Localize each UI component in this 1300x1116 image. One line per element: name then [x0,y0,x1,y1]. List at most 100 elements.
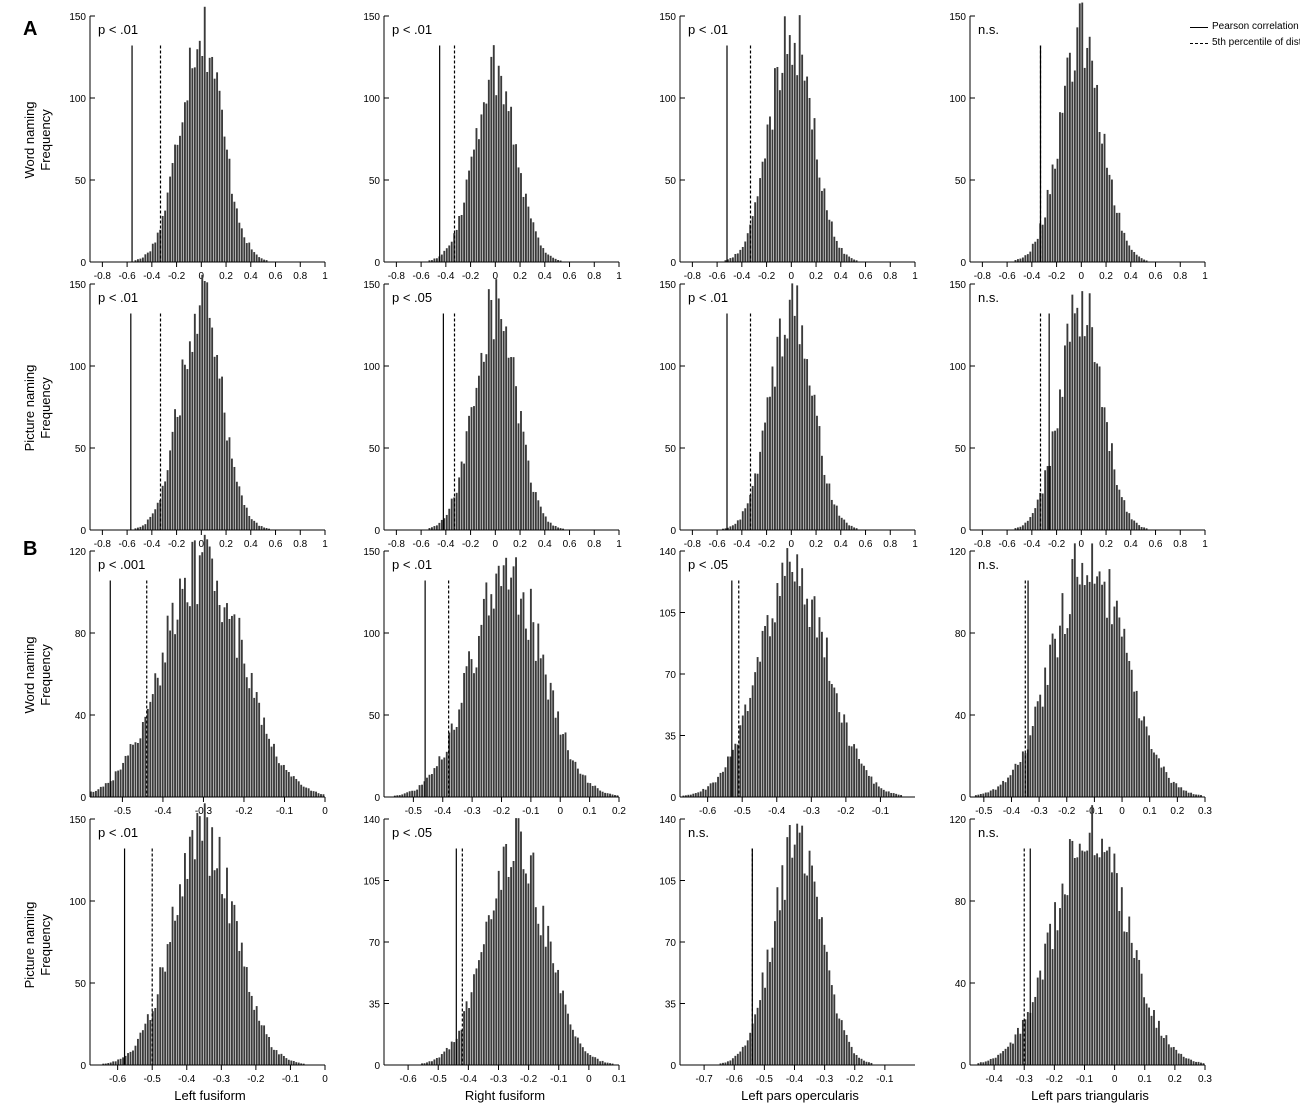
histogram-bar [235,208,238,262]
histogram-bar [507,589,510,797]
histogram-bar [567,750,569,797]
histogram-bar [1049,644,1052,797]
histogram-bar [181,896,184,1065]
histogram-bar [435,525,438,530]
histogram-bar [611,1063,614,1065]
x-tick-label: -0.3 [464,806,482,817]
histogram-bar [198,555,201,797]
histogram-bar [559,260,562,262]
histogram-bar [1088,293,1091,530]
histogram-bar [487,289,490,530]
histogram-bar [547,254,550,262]
histogram-bar [146,519,149,530]
histogram-bar [825,951,828,1065]
histogram-bar [1158,1020,1160,1065]
histogram-bar [500,586,503,797]
histogram-bar [317,793,320,797]
x-tick-label: -0.3 [195,806,213,817]
histogram-bar [778,90,781,262]
histogram-bar [549,522,552,530]
histogram-bar [1017,764,1019,797]
x-tick-label: -0.3 [490,1074,508,1085]
histogram-bar [751,485,754,530]
histogram-bar [139,738,142,797]
histogram-bar [858,758,860,797]
histogram-bar [1061,883,1064,1065]
histogram-bar [492,45,495,262]
histogram-bar [897,794,900,797]
histogram-bar [828,970,831,1065]
histogram-bar [154,673,157,797]
histogram-bar [1014,763,1017,797]
histogram-bar [428,260,431,262]
histogram-bar [287,772,290,797]
histogram-bar [769,636,771,797]
histogram-bar [505,326,508,530]
histogram-bar [1140,973,1143,1065]
histogram-bar [1036,701,1039,797]
histogram-bar [798,344,801,530]
y-tick-label: 0 [670,1061,676,1072]
histogram-bar [124,755,127,797]
region-label-left-fusiform: Left fusiform [174,1088,246,1103]
histogram-bar [208,317,211,530]
row-label-line1: Word naming [22,101,37,179]
histogram-bar [1111,443,1113,530]
x-tick-label: -0.1 [1086,806,1104,817]
histogram-bar [240,942,243,1065]
histogram-bar [1064,345,1066,530]
histogram-bar [440,1054,443,1065]
histogram-bar [1024,522,1027,530]
y-tick-label: 40 [955,979,967,990]
x-tick-label: 0.4 [834,271,848,282]
histogram-bar [781,72,784,262]
x-tick-label: 1 [1202,539,1208,550]
histogram-bar [821,917,823,1065]
histogram-bar [811,865,813,1065]
histogram-bar [532,622,535,797]
histogram-bar [482,361,485,530]
histogram-bar [865,1061,868,1065]
histogram-bar [238,486,241,530]
histogram-bar [776,336,779,530]
legend-item-solid: Pearson correlation [1190,19,1300,35]
histogram-bar [601,791,604,797]
histogram-bar [1029,517,1032,530]
histogram-bar [1170,782,1173,797]
histogram-bar [431,774,433,797]
histogram-bar [1115,873,1118,1065]
x-tick-label: -0.2 [520,1074,538,1085]
histogram-bar [127,1053,129,1065]
x-tick-label: 1 [616,271,622,282]
histogram-bar [92,791,95,797]
histogram-bar [1182,1056,1185,1065]
histogram-bar [248,515,251,530]
histogram-bar [478,375,480,530]
histogram-bar [134,528,137,530]
x-tick-label: 0.8 [883,539,897,550]
histogram-bar [450,498,453,530]
histogram-bar [589,1055,592,1065]
histogram-bar [682,795,685,797]
histogram-bar [411,790,414,797]
histogram-bar [490,594,493,797]
histogram-bar [507,111,510,262]
histogram-bar [512,357,515,530]
histogram-bar [169,176,172,262]
histogram-bar [166,470,169,530]
histogram-bar [263,527,266,530]
y-tick-label: 0 [80,258,86,269]
histogram-bar [791,283,794,530]
histogram-bar [201,274,204,530]
histogram-bar [258,257,261,262]
histogram-bar [769,396,771,530]
histogram-bar [431,260,433,262]
histogram-bar [1014,528,1017,530]
histogram-bar [529,482,532,530]
x-tick-label: -0.4 [178,1074,196,1085]
histogram-bar [813,118,816,263]
histogram-bar [798,586,801,797]
histogram-bar [801,825,804,1065]
histogram-bar [1083,851,1086,1065]
histogram-bar [478,139,480,262]
